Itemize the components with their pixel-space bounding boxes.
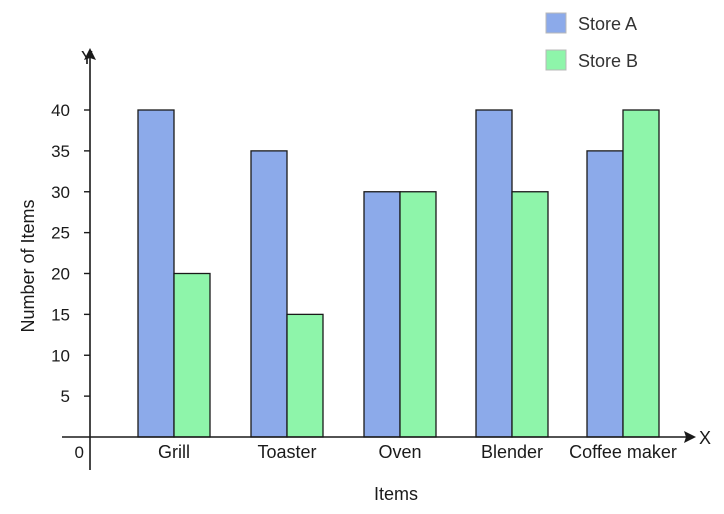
- x-axis-arrowhead: [684, 431, 696, 443]
- x-category-label-toaster: Toaster: [257, 442, 316, 462]
- y-tick-label-15: 15: [51, 305, 70, 324]
- legend-swatch-store-b: [545, 49, 567, 71]
- bar-store-a-blender: [475, 109, 513, 438]
- bar-store-a-oven: [363, 191, 401, 438]
- x-category-label-grill: Grill: [158, 442, 190, 462]
- legend-label-store-b: Store B: [578, 51, 638, 71]
- y-tick-label-5: 5: [61, 387, 70, 406]
- y-tick-label-30: 30: [51, 183, 70, 202]
- x-category-label-coffee-maker: Coffee maker: [569, 442, 677, 462]
- y-ticks: 5 10 15 20 25 30 35 40: [51, 101, 90, 406]
- bar-store-a-grill: [137, 109, 175, 438]
- x-category-labels: Grill Toaster Oven Blender Coffee maker: [158, 442, 677, 462]
- x-axis-title: Items: [374, 484, 418, 504]
- bar-store-a-toaster: [250, 150, 288, 438]
- bar-store-b-grill: [173, 272, 211, 438]
- y-axis-letter: Y: [81, 48, 93, 68]
- y-axis-arrowhead: [84, 48, 96, 60]
- x-axis-letter: X: [699, 428, 711, 448]
- x-category-label-blender: Blender: [481, 442, 543, 462]
- legend: Store A Store B: [545, 12, 638, 71]
- legend-swatch-store-a: [545, 12, 567, 34]
- bars-layer: [137, 109, 660, 438]
- y-tick-label-10: 10: [51, 346, 70, 365]
- y-tick-label-35: 35: [51, 142, 70, 161]
- y-tick-label-20: 20: [51, 265, 70, 284]
- bar-store-b-blender: [511, 191, 549, 438]
- y-axis-title: Number of Items: [18, 199, 38, 332]
- bar-store-b-coffee-maker: [622, 109, 660, 438]
- origin-label: 0: [75, 443, 84, 462]
- bar-store-b-toaster: [286, 313, 324, 438]
- bar-store-a-coffee-maker: [586, 150, 624, 438]
- axes-layer: [62, 48, 696, 470]
- y-tick-label-40: 40: [51, 101, 70, 120]
- bar-store-b-oven: [399, 191, 437, 438]
- x-category-label-oven: Oven: [378, 442, 421, 462]
- legend-label-store-a: Store A: [578, 14, 637, 34]
- y-tick-label-25: 25: [51, 224, 70, 243]
